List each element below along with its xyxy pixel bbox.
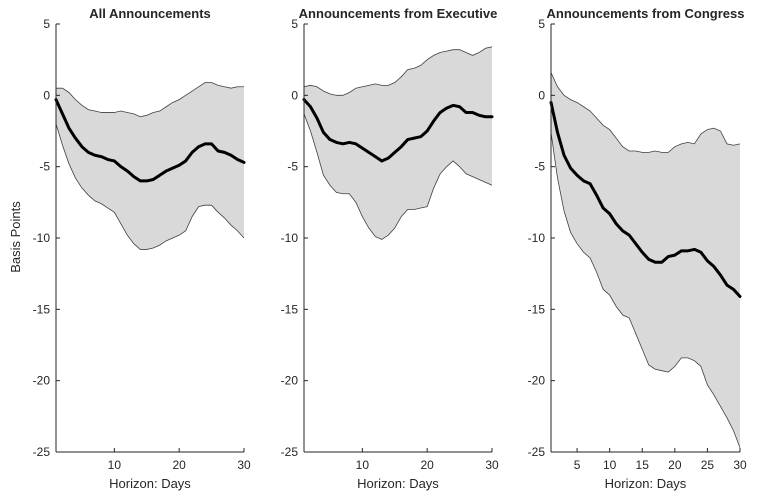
y-axis-label: Basis Points [8,201,23,273]
panel-announcements-congress: 5 0 -5 -10 -15 -20 -25 5 10 15 20 25 30 Announcements… [528,6,747,491]
y-tick-label: -10 [528,231,546,245]
point-estimate-line-all-announcements [54,98,246,183]
x-tick-label: 30 [237,458,251,472]
x-tick-label: 20 [668,458,682,472]
y-tick-label: 0 [291,88,298,102]
upper-bound-line-announcements-congress [550,72,741,153]
point-estimate-line-announcements-executive [302,98,494,163]
y-tick-label: -15 [33,302,51,316]
point-estimate-line-announcements-congress [549,100,742,298]
lower-bound-line-announcements-executive [303,113,493,240]
x-tick-label: 5 [574,458,581,472]
x-tick-label: 15 [636,458,650,472]
y-tick-label: -10 [281,231,299,245]
x-tick-label: 20 [420,458,434,472]
y-tick-label: -5 [287,160,298,174]
y-tick-label: -20 [33,374,51,388]
x-tick-label: 20 [172,458,186,472]
upper-bound-line-all-announcements [56,82,244,118]
y-tick-label: -20 [281,374,299,388]
y-tick-label: 0 [43,88,50,102]
y-tick-label: -5 [39,160,50,174]
chart-title-announcements-executive: Announcements from Executive [299,6,498,21]
y-tick-label: -15 [281,302,299,316]
x-tick-label: 30 [485,458,499,472]
x-tick-label: 10 [603,458,617,472]
x-tick-label: 25 [701,458,715,472]
y-tick-label: -25 [33,445,51,459]
panel-all-announcements: 5 0 -5 -10 -15 -20 -25 10 20 30 All Announcements H… [33,6,251,491]
chart-title-all-announcements: All Announcements [89,6,211,21]
upper-bound-line-announcements-executive [303,46,493,96]
x-tick-label: 10 [108,458,122,472]
chart-title-announcements-congress: Announcements from Congress [547,6,745,21]
y-tick-label: 0 [538,88,545,102]
lower-bound-line-announcements-congress [550,132,741,448]
y-tick-label: -25 [528,445,546,459]
x-axis-label: Horizon: Days [605,476,687,491]
x-tick-label: 10 [356,458,370,472]
y-tick-label: -5 [534,160,545,174]
y-tick-label: -25 [281,445,299,459]
x-axis-label: Horizon: Days [357,476,439,491]
x-tick-label: 30 [733,458,747,472]
confidence-band-announcements-congress [551,72,740,448]
y-tick-label: 5 [43,17,50,31]
confidence-band-all-announcements [56,82,244,250]
y-tick-label: -20 [528,374,546,388]
y-tick-label: 5 [291,17,298,31]
panel-announcements-executive: 5 0 -5 -10 -15 -20 -25 10 20 30 Announcements from… [281,6,499,491]
y-tick-label: -10 [33,231,51,245]
lower-bound-line-all-announcements [55,123,245,250]
y-tick-label: -15 [528,302,546,316]
x-axis-label: Horizon: Days [109,476,191,491]
confidence-band-announcements-executive [304,46,492,240]
y-tick-label: 5 [538,17,545,31]
